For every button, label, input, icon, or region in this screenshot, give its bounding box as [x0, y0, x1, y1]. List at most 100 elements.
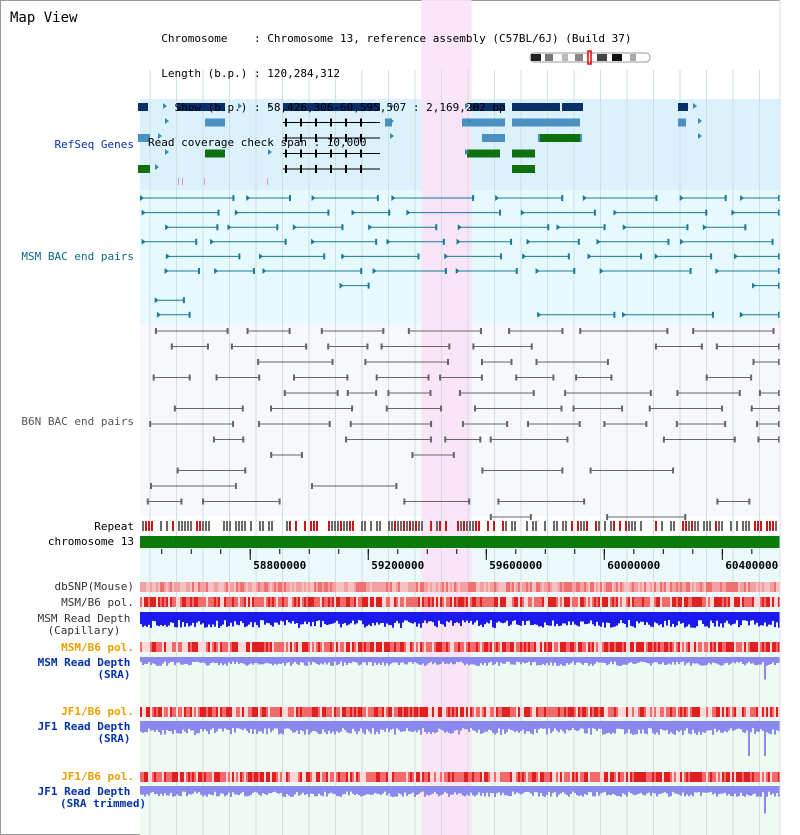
jf1-b6-pol-trim-heat — [182, 772, 184, 782]
msm-b6-pol-heat — [562, 597, 564, 607]
dbsnp-heat — [184, 582, 186, 592]
jf1-b6-pol-trim-heat — [582, 772, 584, 782]
msm-sra-depth-bar — [638, 657, 640, 663]
dbsnp-heat — [404, 582, 406, 592]
jf1-trim-depth-bar — [304, 786, 306, 796]
msm-sra-depth-bar — [354, 657, 356, 662]
jf1-sra-depth-bar — [536, 721, 538, 734]
msm-b6-pol-heat — [768, 597, 770, 607]
msm-b6-pol-heat — [754, 597, 756, 607]
msm-b6-pol-sra-heat — [658, 642, 660, 652]
transcript-exon-2-4 — [345, 149, 347, 158]
jf1-b6-pol-trim-heat — [174, 772, 176, 782]
msm-b6-pol-sra-heat — [412, 642, 414, 652]
repeat-label: Repeat — [94, 520, 134, 533]
msm-b6-pol-heat — [410, 597, 412, 607]
jf1-b6-pol-heat — [452, 707, 454, 717]
msm-b6-pol-sra-heat — [390, 642, 392, 652]
transcript-exon-0-2 — [315, 118, 317, 127]
msm-sra-depth-bar — [204, 657, 206, 664]
jf1-trim-depth-bar — [746, 786, 748, 795]
repeat-element — [439, 521, 441, 531]
msm-capillary-depth-bar — [722, 612, 724, 628]
msm-b6-pol-sra-heat — [194, 642, 196, 652]
msm-sra-depth-bar — [394, 657, 396, 663]
jf1-sra-depth-bar — [648, 721, 650, 729]
dbsnp-heat — [608, 582, 610, 592]
msm-sra-depth-bar — [668, 657, 670, 664]
msm-capillary-depth-bar — [554, 612, 556, 627]
jf1-trim-depth-bar — [224, 786, 226, 797]
msm-b6-pol-heat — [734, 597, 736, 607]
jf1-sra-depth-bar — [224, 721, 226, 729]
msm-capillary-depth-bar — [772, 612, 774, 621]
jf1-b6-pol-heat — [718, 707, 720, 717]
msm-capillary-depth-bar — [628, 612, 630, 621]
b6n-bac-cap-2-2 — [510, 359, 513, 365]
msm-b6-pol-sra-heat — [364, 642, 366, 652]
msm-b6-pol-heat — [386, 597, 388, 607]
msm-b6-pol-heat — [458, 597, 460, 607]
msm-bac-end-0-4 — [495, 195, 500, 201]
jf1-b6-pol-trim-heat — [200, 772, 202, 782]
jf1-b6-pol-trim-heat — [260, 772, 262, 782]
jf1-trim-depth-bar — [166, 786, 168, 796]
jf1-b6-pol-trim-heat — [390, 772, 392, 782]
msm-b6-pol-heat — [472, 597, 474, 607]
dbsnp-heat — [350, 582, 352, 592]
gene-strand-arrow-11 — [390, 133, 394, 139]
jf1-b6-pol-heat — [410, 707, 412, 717]
msm-capillary-depth-bar — [510, 612, 512, 625]
msm-b6-pol-heat — [490, 597, 492, 607]
jf1-sra-depth-bar — [354, 721, 356, 732]
msm-capillary-depth-bar — [536, 612, 538, 625]
msm-b6-pol-sra-heat — [730, 642, 732, 652]
jf1-trim-depth-bar — [244, 786, 246, 797]
msm-b6-pol-heat — [292, 597, 294, 607]
msm-b6-pol-sra-heat — [166, 642, 168, 652]
jf1-b6-pol-heat — [250, 707, 252, 717]
msm-b6-pol-heat — [380, 597, 382, 607]
msm-b6-pol-heat — [776, 597, 778, 607]
dbsnp-heat — [366, 582, 368, 592]
b6n-bac-end-5-2 — [385, 405, 388, 412]
jf1-b6-pol-trim-heat — [722, 772, 724, 782]
transcript-exon-2-0 — [285, 149, 287, 158]
jf1-b6-pol-heat — [720, 707, 722, 717]
jf1-trim-depth-bar — [674, 786, 676, 794]
msm-capillary-depth-bar — [504, 612, 506, 623]
jf1-sra-depth-bar — [426, 721, 428, 734]
dbsnp-heat — [706, 582, 708, 592]
dbsnp-heat — [644, 582, 646, 592]
msm-sra-depth-bar — [426, 657, 428, 665]
msm-b6-pol-sra-heat — [310, 642, 312, 652]
msm-b6-pol-sra-heat — [362, 642, 364, 652]
jf1-trim-depth-bar — [228, 786, 230, 793]
msm-capillary-depth-bar — [308, 612, 310, 623]
jf1-trim-depth-bar — [416, 786, 418, 795]
msm-b6-pol-sra-heat — [774, 642, 776, 652]
jf1-sra-depth-bar — [220, 721, 222, 729]
jf1-trim-depth-bar — [588, 786, 590, 793]
msm-b6-pol-sra-heat — [646, 642, 648, 652]
jf1-sra-depth-bar — [660, 721, 662, 729]
jf1-b6-pol-trim-heat — [488, 772, 490, 782]
jf1-sra-depth-bar — [312, 721, 314, 731]
msm-b6-pol-heat — [648, 597, 650, 607]
msm-capillary-depth-bar — [566, 612, 568, 626]
jf1-sra-depth-bar — [150, 721, 152, 731]
msm-b6-pol-heat — [190, 597, 192, 607]
msm-capillary-depth-bar — [412, 612, 414, 624]
dbsnp-heat — [288, 582, 290, 592]
jf1-b6-pol-heat — [454, 707, 456, 717]
msm-b6-pol-heat — [216, 597, 218, 607]
msm-b6-pol-heat — [298, 597, 300, 607]
chromosome-label: chromosome 13 — [47, 535, 134, 548]
jf1-b6-pol-trim-heat — [216, 772, 218, 782]
axis-tick-label-0: 58800000 — [253, 559, 306, 572]
jf1-sra-depth-bar — [432, 721, 434, 732]
msm-b6-pol-heat — [396, 597, 398, 607]
msm-capillary-depth-bar — [704, 612, 706, 627]
msm-capillary-depth-bar — [692, 612, 694, 628]
